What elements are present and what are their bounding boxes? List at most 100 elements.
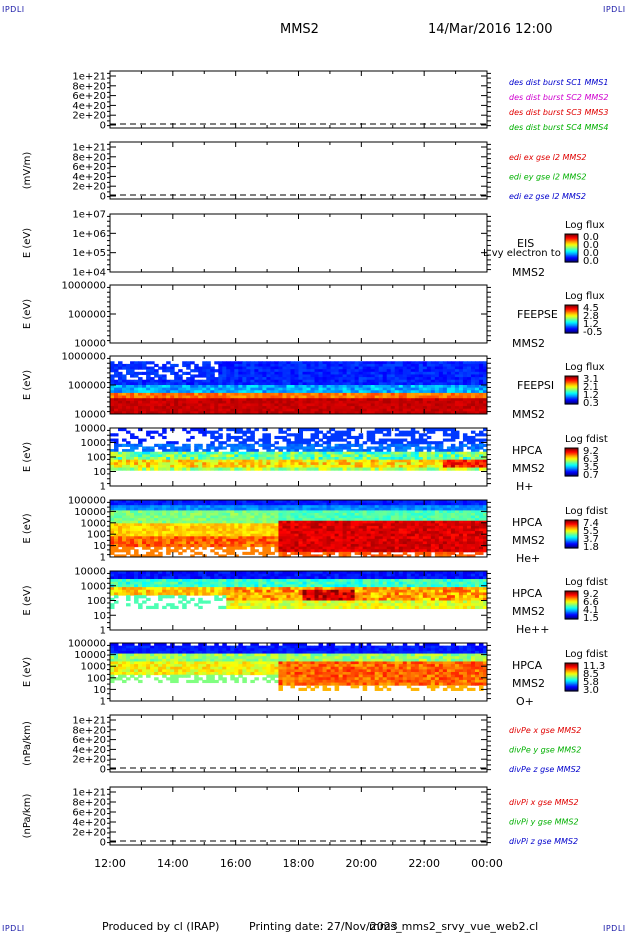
- spectrogram-cell: [162, 459, 167, 463]
- spectrogram-cell: [166, 400, 171, 404]
- spectrogram-cell: [266, 502, 271, 506]
- spectrogram-cell: [386, 443, 392, 447]
- spectrogram-cell: [402, 398, 408, 402]
- spectrogram-cell: [110, 502, 115, 506]
- spectrogram-cell: [214, 512, 219, 517]
- spectrogram-cell: [426, 449, 432, 453]
- spectrogram-cell: [166, 536, 171, 540]
- spectrogram-cell: [346, 457, 352, 461]
- spectrogram-cell: [298, 400, 304, 404]
- spectrogram-cell: [222, 541, 227, 545]
- spectrogram-cell: [258, 538, 263, 542]
- spectrogram-cell: [390, 533, 396, 537]
- colorbar-swatch: [565, 386, 578, 389]
- colorbar-swatch: [565, 390, 578, 392]
- colorbar-swatch: [565, 395, 578, 398]
- spectrogram-cell: [110, 385, 115, 389]
- spectrogram-cell: [294, 438, 299, 442]
- spectrogram-cell: [454, 379, 460, 383]
- spectrogram-cell: [230, 502, 235, 506]
- spectrogram-cell: [342, 533, 348, 537]
- spectrogram-cell: [270, 387, 275, 391]
- spectrogram-cell: [454, 377, 460, 381]
- colorbar-swatch: [565, 384, 578, 386]
- spectrogram-cell: [462, 408, 468, 412]
- spectrogram-cell: [446, 457, 452, 461]
- spectrogram-cell: [114, 363, 119, 368]
- spectrogram-cell: [314, 390, 320, 394]
- spectrogram-cell: [298, 403, 304, 407]
- spectrogram-cell: [414, 467, 420, 471]
- spectrogram-cell: [426, 387, 432, 391]
- spectrogram-cell: [326, 390, 332, 394]
- spectrogram-cell: [318, 518, 324, 522]
- spectrogram-cell: [394, 392, 400, 397]
- spectrogram-cell: [238, 518, 243, 522]
- spectrogram-cell: [134, 551, 139, 555]
- spectrogram-cell: [426, 382, 432, 386]
- spectrogram-cell: [326, 541, 332, 545]
- spectrogram-cell: [422, 464, 428, 469]
- spectrogram-cell: [390, 398, 396, 402]
- spectrogram-cell: [170, 387, 175, 391]
- spectrogram-cell: [130, 510, 135, 514]
- spectrogram-cell: [242, 398, 247, 402]
- spectrogram-cell: [126, 369, 131, 373]
- spectrogram-cell: [258, 457, 263, 461]
- spectrogram-cell: [158, 400, 163, 404]
- spectrogram-cell: [410, 361, 416, 365]
- spectrogram-cell: [406, 377, 412, 381]
- spectrogram-cell: [142, 512, 147, 517]
- spectrogram-cell: [478, 374, 484, 378]
- spectrogram-cell: [122, 408, 127, 412]
- spectrogram-cell: [258, 502, 263, 506]
- spectrogram-cell: [350, 361, 356, 365]
- spectrogram-cell: [446, 363, 452, 368]
- spectrogram-cell: [466, 459, 472, 463]
- spectrogram-cell: [134, 467, 139, 471]
- spectrogram-cell: [262, 385, 267, 389]
- spectrogram-cell: [274, 361, 279, 365]
- spectrogram-cell: [302, 541, 308, 545]
- spectrogram-cell: [138, 502, 143, 506]
- spectrogram-cell: [358, 387, 364, 391]
- spectrogram-cell: [198, 520, 203, 524]
- spectrogram-cell: [366, 369, 372, 373]
- spectrogram-cell: [342, 464, 348, 469]
- spectrogram-cell: [338, 438, 344, 442]
- spectrogram-cell: [394, 510, 400, 514]
- spectrogram-cell: [214, 536, 219, 540]
- spectrogram-cell: [134, 462, 139, 466]
- spectrogram-cell: [362, 523, 368, 527]
- spectrogram-cell: [146, 459, 151, 463]
- spectrogram-cell: [430, 406, 436, 410]
- spectrogram-cell: [214, 406, 219, 410]
- y-tick-label: 1e+07: [72, 210, 106, 221]
- spectrogram-cell: [222, 403, 227, 407]
- spectrogram-cell: [166, 451, 171, 455]
- spectrogram-cell: [306, 541, 312, 545]
- spectrogram-cell: [326, 510, 332, 514]
- spectrogram-cell: [418, 369, 424, 373]
- spectrogram-cell: [366, 390, 372, 394]
- spectrogram-cell: [382, 464, 388, 469]
- spectrogram-cell: [434, 395, 440, 399]
- spectrogram-cell: [246, 518, 251, 522]
- spectrogram-cell: [194, 363, 199, 368]
- spectrogram-cell: [226, 507, 231, 511]
- spectrogram-cell: [170, 536, 175, 540]
- spectrogram-cell: [330, 518, 336, 522]
- spectrogram-cell: [474, 369, 480, 373]
- spectrogram-cell: [378, 546, 384, 550]
- spectrogram-cell: [458, 464, 464, 469]
- spectrogram-cell: [302, 361, 308, 365]
- spectrogram-cell: [170, 541, 175, 545]
- spectrogram-cell: [194, 546, 199, 550]
- spectrogram-cell: [194, 408, 199, 412]
- spectrogram-cell: [398, 464, 404, 469]
- spectrogram-cell: [394, 438, 400, 442]
- spectrogram-cell: [386, 549, 392, 553]
- spectrogram-cell: [254, 454, 259, 458]
- spectrogram-cell: [246, 385, 251, 389]
- spectrogram-cell: [114, 406, 119, 410]
